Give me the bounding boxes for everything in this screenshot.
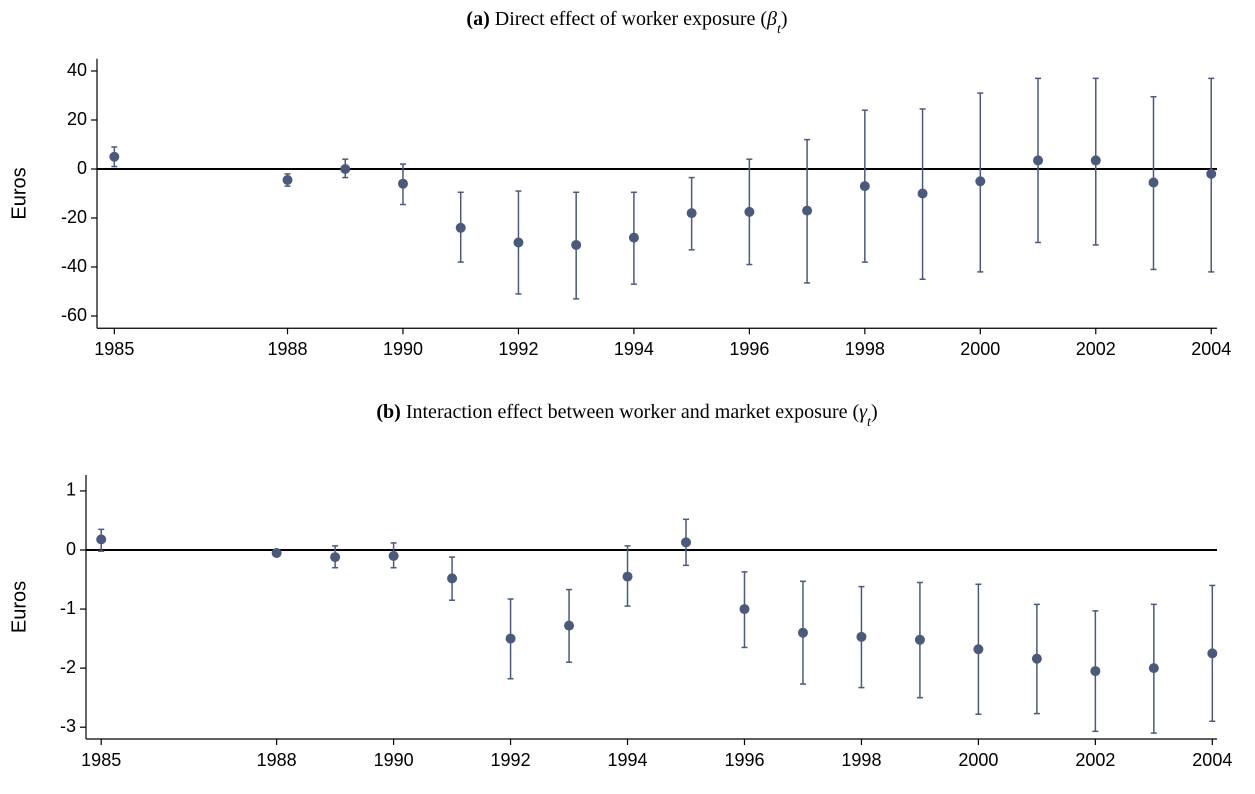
point <box>1090 666 1101 677</box>
point <box>1031 653 1042 664</box>
point <box>802 205 813 216</box>
y-tick-label: 1 <box>66 480 76 500</box>
point <box>975 176 986 187</box>
x-tick-label: 1985 <box>81 750 121 770</box>
point <box>917 188 928 199</box>
title-part: (a) <box>466 8 489 30</box>
x-tick-label: 1994 <box>607 750 647 770</box>
point <box>340 164 351 174</box>
point <box>1207 648 1218 659</box>
chart-title: (a) Direct effect of worker exposure (βt) <box>466 8 787 37</box>
x-tick-label: 2004 <box>1192 750 1232 770</box>
point <box>914 634 925 645</box>
title-part: Interaction effect between worker and ma… <box>406 401 860 423</box>
point <box>564 620 575 631</box>
point <box>973 644 984 655</box>
x-tick-label: 1988 <box>257 750 297 770</box>
point <box>109 151 120 162</box>
y-tick-label: -3 <box>60 716 76 736</box>
title-part: ) <box>781 8 788 30</box>
point <box>797 627 808 638</box>
point <box>1033 155 1044 166</box>
x-tick-label: 2002 <box>1075 750 1115 770</box>
title-part: β <box>766 8 777 30</box>
point <box>859 181 870 192</box>
x-tick-label: 1996 <box>724 750 764 770</box>
y-tick-label: 0 <box>77 158 87 178</box>
y-tick-label: 0 <box>66 539 76 559</box>
y-tick-label: -2 <box>60 657 76 677</box>
x-tick-label: 1998 <box>845 339 885 359</box>
x-tick-label: 1990 <box>383 339 423 359</box>
y-axis-label: Euros <box>8 167 30 219</box>
x-tick-label: 1985 <box>94 339 134 359</box>
y-axis-label: Euros <box>8 581 30 633</box>
chart-title: (b) Interaction effect between worker and… <box>376 401 877 430</box>
point <box>513 237 524 248</box>
y-tick-label: -20 <box>61 207 87 227</box>
y-tick-label: 20 <box>67 109 87 129</box>
point <box>1090 155 1101 166</box>
point <box>1206 168 1217 179</box>
point <box>681 537 692 548</box>
x-tick-label: 1996 <box>729 339 769 359</box>
title-part: t <box>867 415 872 430</box>
point <box>271 547 282 558</box>
point <box>388 550 399 561</box>
point <box>622 571 633 582</box>
point <box>505 633 516 644</box>
point <box>856 631 867 642</box>
title-part: t <box>777 22 782 37</box>
point <box>330 552 341 563</box>
point <box>397 178 408 189</box>
x-tick-label: 1998 <box>841 750 881 770</box>
point <box>571 239 582 250</box>
x-tick-label: 2004 <box>1191 339 1231 359</box>
point <box>1148 177 1159 188</box>
x-tick-label: 2000 <box>958 750 998 770</box>
point <box>744 206 755 217</box>
x-tick-label: 2002 <box>1076 339 1116 359</box>
x-tick-label: 1994 <box>614 339 654 359</box>
point <box>96 534 107 545</box>
x-tick-label: 1990 <box>374 750 414 770</box>
x-tick-label: 1988 <box>267 339 307 359</box>
title-part: Direct effect of worker exposure ( <box>495 8 768 30</box>
point <box>686 208 697 219</box>
point <box>447 573 458 584</box>
point <box>455 222 466 233</box>
title-part: ) <box>871 401 878 423</box>
y-tick-label: 40 <box>67 60 87 80</box>
x-tick-label: 1992 <box>491 750 531 770</box>
point <box>739 604 750 615</box>
y-tick-label: -40 <box>61 256 87 276</box>
point <box>1148 663 1159 674</box>
x-tick-label: 2000 <box>960 339 1000 359</box>
point <box>628 232 639 243</box>
title-part: (b) <box>376 401 400 423</box>
y-tick-label: -60 <box>61 305 87 325</box>
title-part: γ <box>859 401 868 423</box>
point <box>282 175 293 186</box>
y-tick-label: -1 <box>60 598 76 618</box>
x-tick-label: 1992 <box>498 339 538 359</box>
